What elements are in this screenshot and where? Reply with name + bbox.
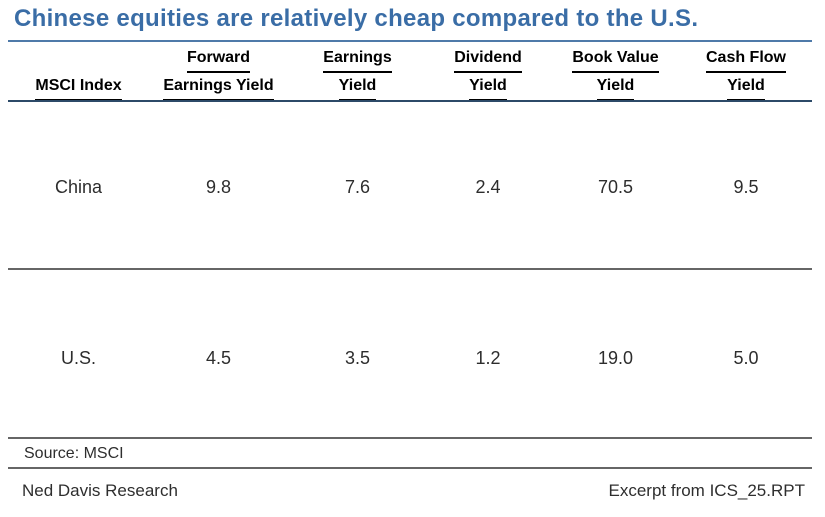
cell-cash-flow-yield: 9.5 bbox=[733, 177, 759, 197]
column-header-line: Yield bbox=[727, 74, 765, 101]
page-title: Chinese equities are relatively cheap co… bbox=[14, 5, 699, 32]
row-label: China bbox=[54, 177, 103, 197]
footer-brand: Ned Davis Research bbox=[22, 481, 178, 500]
column-header-line: Dividend bbox=[454, 46, 522, 73]
cell-book-value-yield: 19.0 bbox=[597, 348, 634, 368]
column-header-line: Cash Flow bbox=[705, 46, 786, 73]
table-row-us: U.S. 4.5 3.5 1.2 19.0 5.0 bbox=[10, 340, 812, 376]
cell-earnings-yield: 7.6 bbox=[344, 177, 371, 197]
column-header-line: Book Value bbox=[572, 46, 659, 73]
row-divider-rule bbox=[8, 268, 812, 270]
column-header-line: Earnings bbox=[323, 46, 392, 73]
column-header-cash-flow-yield: Cash Flow Yield bbox=[680, 46, 812, 102]
row-label: U.S. bbox=[60, 348, 96, 368]
cell-cash-flow-yield: 5.0 bbox=[733, 348, 759, 368]
cell-dividend-yield: 2.4 bbox=[475, 177, 501, 197]
cell-dividend-yield: 1.2 bbox=[475, 348, 501, 368]
source-bottom-rule bbox=[8, 467, 812, 469]
cell-book-value-yield: 70.5 bbox=[597, 177, 634, 197]
header-divider-rule bbox=[8, 100, 812, 102]
column-header-msci-index: MSCI Index bbox=[10, 46, 147, 102]
column-header-earnings-yield: Earnings Yield bbox=[290, 46, 425, 102]
column-header-book-value-yield: Book Value Yield bbox=[551, 46, 680, 102]
column-header-forward-earnings-yield: Forward Earnings Yield bbox=[147, 46, 290, 102]
title-underline-rule bbox=[8, 40, 812, 42]
cell-forward-earnings-yield: 9.8 bbox=[205, 177, 232, 197]
cell-forward-earnings-yield: 4.5 bbox=[205, 348, 232, 368]
cell-earnings-yield: 3.5 bbox=[344, 348, 371, 368]
column-header-line: Forward bbox=[186, 46, 251, 73]
source-top-rule bbox=[8, 437, 812, 439]
column-header-line: Yield bbox=[338, 74, 377, 101]
column-header-dividend-yield: Dividend Yield bbox=[425, 46, 551, 102]
source-note: Source: MSCI bbox=[24, 445, 124, 462]
column-header-line: Yield bbox=[596, 74, 635, 101]
table-row-china: China 9.8 7.6 2.4 70.5 9.5 bbox=[10, 169, 812, 205]
footer-excerpt: Excerpt from ICS_25.RPT bbox=[608, 481, 805, 500]
column-header-line: MSCI Index bbox=[35, 74, 122, 101]
column-header-line: Yield bbox=[469, 74, 507, 101]
column-header-line: Earnings Yield bbox=[163, 74, 274, 101]
table-header-row: MSCI Index Forward Earnings Yield Earnin… bbox=[10, 46, 812, 101]
